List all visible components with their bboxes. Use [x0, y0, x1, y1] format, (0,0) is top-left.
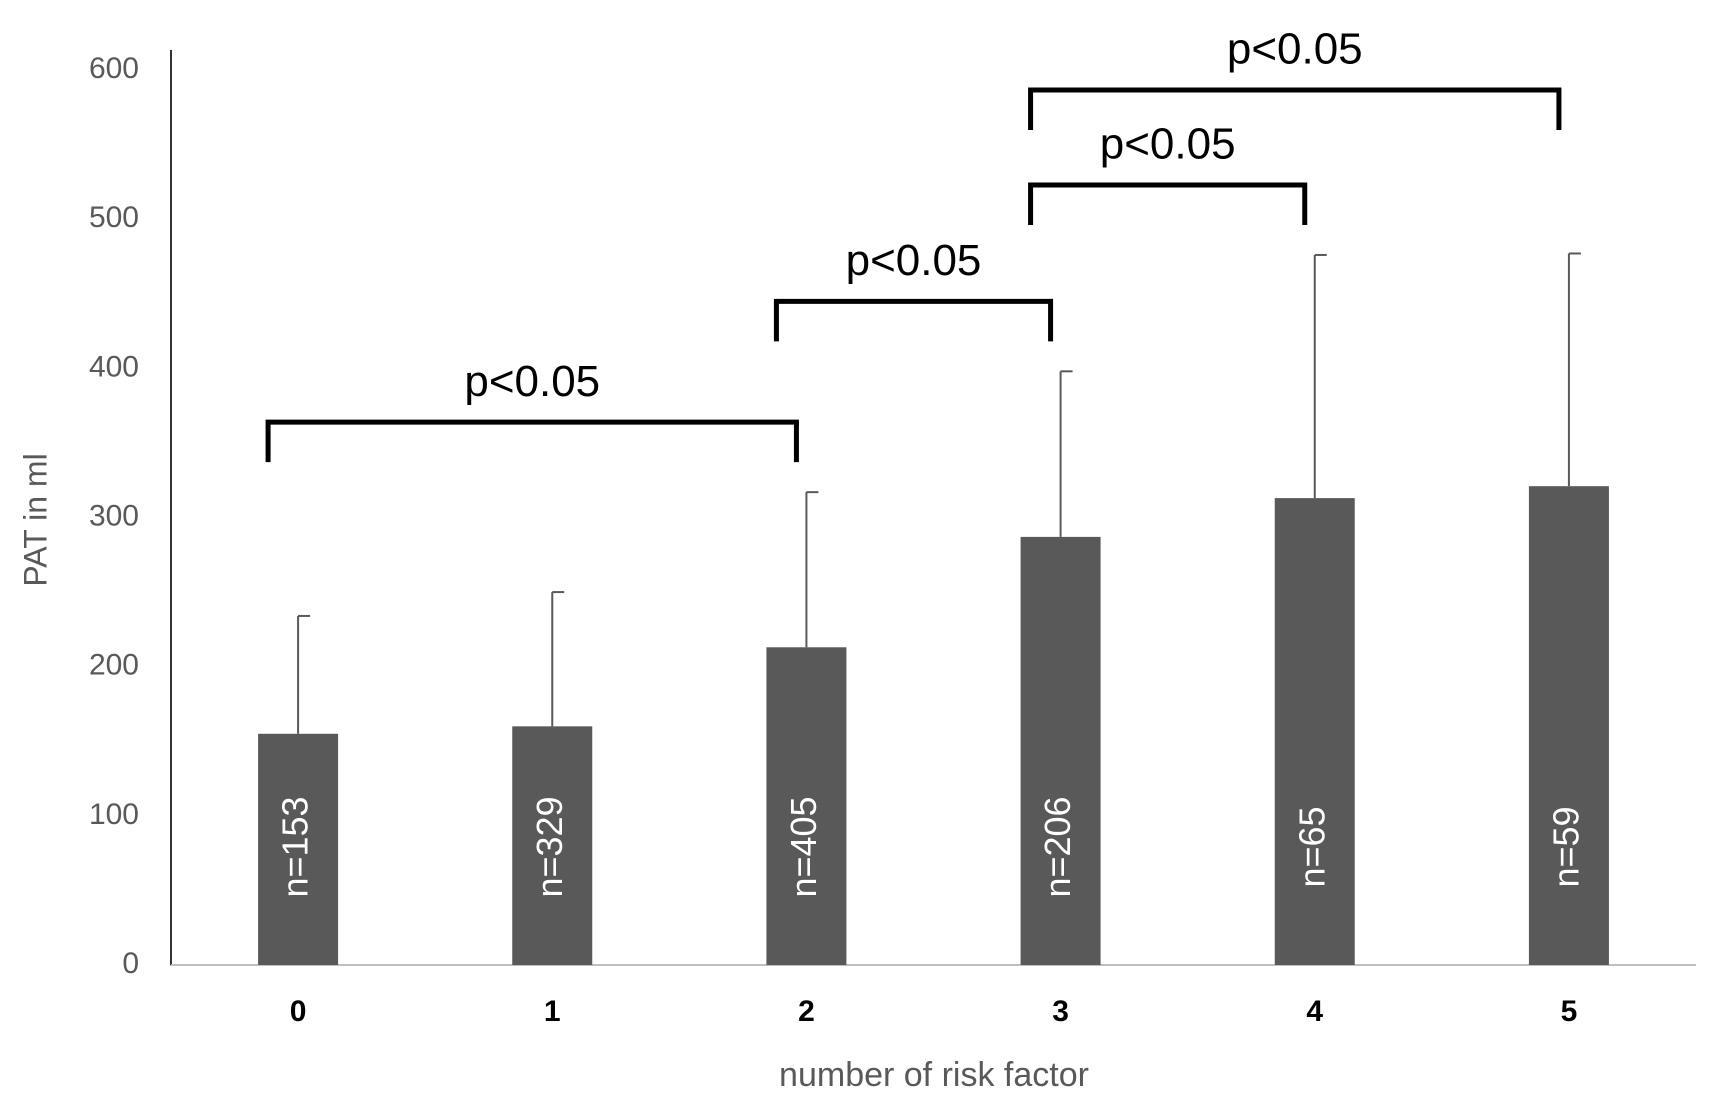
x-tick-label: 5 [1561, 995, 1578, 1028]
bar [1528, 486, 1609, 965]
x-tick-label: 1 [544, 995, 561, 1028]
y-axis-label: PAT in ml [17, 453, 53, 586]
x-tick-label: 2 [798, 995, 815, 1028]
significance-bracket [1028, 182, 1308, 225]
bar-label: n=153 [275, 796, 316, 897]
y-tick-label: 600 [89, 52, 139, 85]
bar-label: n=329 [529, 796, 570, 897]
significance-bracket [773, 298, 1054, 342]
y-tick-label: 400 [89, 350, 139, 383]
bar-label: n=206 [1037, 796, 1078, 897]
bar-label: n=59 [1545, 806, 1586, 887]
y-tick-label: 300 [89, 499, 139, 532]
bar [512, 726, 593, 965]
y-tick-label: 200 [89, 649, 139, 682]
bar [1274, 498, 1355, 965]
significance-label: p<0.05 [1227, 25, 1363, 74]
bar [1020, 536, 1101, 965]
significance-label: p<0.05 [464, 357, 600, 406]
significance-bracket [1028, 87, 1562, 130]
y-tick-label: 0 [122, 947, 139, 980]
significance-bracket [265, 419, 799, 463]
significance-label: p<0.05 [1100, 120, 1236, 169]
x-tick-label: 3 [1052, 995, 1069, 1028]
x-tick-label: 0 [290, 995, 307, 1028]
y-tick-label: 500 [89, 201, 139, 234]
bar [766, 647, 847, 965]
x-tick-label: 4 [1306, 995, 1323, 1028]
x-axis-label: number of risk factor [779, 1056, 1089, 1094]
significance-label: p<0.05 [846, 236, 982, 285]
bar-label: n=405 [783, 796, 824, 897]
bar-label: n=65 [1291, 806, 1332, 887]
bar [258, 733, 339, 965]
y-tick-label: 100 [89, 798, 139, 831]
